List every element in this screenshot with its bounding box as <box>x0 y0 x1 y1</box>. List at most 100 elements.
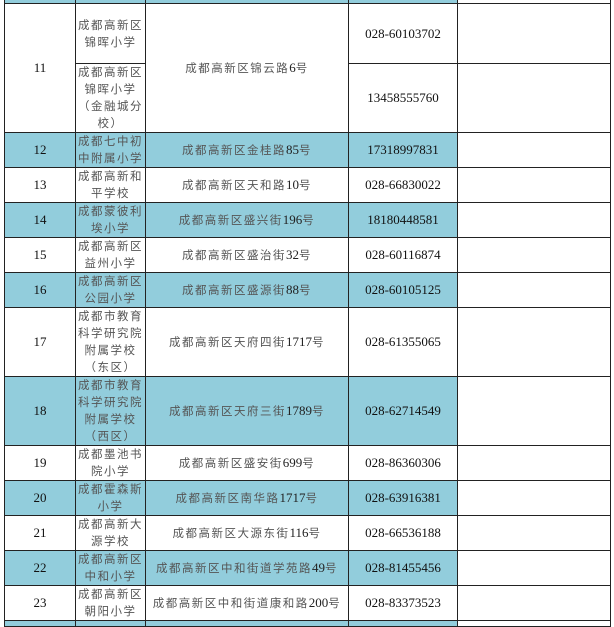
row-number: 23 <box>4 585 76 621</box>
school-phone: 028-83373523 <box>348 585 458 621</box>
school-table: 11 成都高新区锦晖小学 成都高新区锦云路6号 028-60103702 成都高新区锦晖… <box>4 0 611 627</box>
table-row: 12 成都七中初中附属小学 成都高新区金桂路85号 17318997831 <box>4 132 611 168</box>
address-text: 成都高新区盛兴街 <box>178 213 283 227</box>
address-text: 成都高新区中和街道学苑路 <box>156 561 312 575</box>
school-name: 成都墨池书院小学 <box>75 445 146 481</box>
school-address: 成都高新区盛源街88号 <box>145 272 349 308</box>
table-row: 14 成都蒙彼利埃小学 成都高新区盛兴街196号 18180448581 <box>4 202 611 238</box>
row-number: 15 <box>4 237 76 273</box>
row-number: 19 <box>4 445 76 481</box>
school-address: 成都高新区天府四街1717号 <box>145 307 349 377</box>
row-number: 17 <box>4 307 76 377</box>
address-text: 号 <box>325 561 338 575</box>
address-number: 6 <box>289 60 296 75</box>
table-row: 13 成都高新和平学校 成都高新区天和路10号 028-66830022 <box>4 167 611 203</box>
row-number: 16 <box>4 272 76 308</box>
address-number: 1717 <box>286 334 312 349</box>
school-address: 成都高新区盛兴街196号 <box>145 202 349 238</box>
address-text: 号 <box>312 404 325 418</box>
address-number: 49 <box>312 560 325 575</box>
address-text: 成都高新区盛源街 <box>182 283 286 297</box>
school-phone: 17318997831 <box>348 132 458 168</box>
address-text: 成都高新区中和街道康和路 <box>152 596 309 610</box>
address-number: 85 <box>286 142 299 157</box>
school-address: 成都高新区南华路1717号 <box>145 480 349 516</box>
school-name: 成都高新区锦晖小学 <box>75 3 146 64</box>
table-cell <box>457 620 611 627</box>
school-address: 成都高新区天府三街1789号 <box>145 376 349 446</box>
school-phone: 028-62714549 <box>348 376 458 446</box>
table-cell <box>75 620 146 627</box>
address-text: 号 <box>312 335 325 349</box>
row-number: 21 <box>4 515 76 551</box>
school-phone: 028-60103702 <box>348 3 458 64</box>
notes-cell <box>457 445 611 481</box>
school-name: 成都市教育科学研究院附属学校（东区） <box>75 307 146 377</box>
row-number: 22 <box>4 550 76 586</box>
address-number: 1717 <box>279 490 306 505</box>
notes-cell <box>457 167 611 203</box>
table-row: 19 成都墨池书院小学 成都高新区盛安街699号 028-86360306 <box>4 445 611 481</box>
table-row: 22 成都高新区中和小学 成都高新区中和街道学苑路49号 028-81455456 <box>4 550 611 586</box>
table-row: 16 成都高新区公园小学 成都高新区盛源街88号 028-60105125 <box>4 272 611 308</box>
table-row: 21 成都高新大源学校 成都高新区大源东街116号 028-66536188 <box>4 515 611 551</box>
school-address: 成都高新区中和街道康和路200号 <box>145 585 349 621</box>
table-row: 11 成都高新区锦晖小学 成都高新区锦云路6号 028-60103702 <box>4 3 611 133</box>
school-name: 成都市教育科学研究院附属学校（西区） <box>75 376 146 446</box>
address-text: 号 <box>299 283 312 297</box>
address-text: 成都高新区天府三街 <box>169 404 286 418</box>
row-number: 13 <box>4 167 76 203</box>
address-text: 号 <box>299 248 312 262</box>
notes-cell <box>457 480 611 516</box>
notes-cell <box>457 132 611 168</box>
school-name: 成都高新区朝阳小学 <box>75 585 146 621</box>
notes-cell <box>457 307 611 377</box>
school-address: 成都高新区盛安街699号 <box>145 445 349 481</box>
school-phone: 028-66830022 <box>348 167 458 203</box>
table-row: 成都高新区锦晖小学（金融城分校） 13458555760 <box>5 63 611 133</box>
table-cell <box>4 620 76 627</box>
address-number: 10 <box>286 177 299 192</box>
school-phone: 028-61355065 <box>348 307 458 377</box>
address-text: 成都高新区盛治街 <box>182 248 286 262</box>
notes-cell <box>457 376 611 446</box>
school-name: 成都霍森斯小学 <box>75 480 146 516</box>
address-text: 成都高新区大源东街 <box>172 526 290 540</box>
school-address: 成都高新区锦云路6号 <box>145 3 349 133</box>
school-address: 成都高新区盛治街32号 <box>145 237 349 273</box>
row-number: 12 <box>4 132 76 168</box>
notes-cell <box>457 63 611 133</box>
notes-cell <box>457 272 611 308</box>
notes-cell <box>457 585 611 621</box>
row-number: 20 <box>4 480 76 516</box>
school-phone: 028-66536188 <box>348 515 458 551</box>
table-cell <box>348 620 458 627</box>
address-number: 88 <box>286 282 299 297</box>
school-phone: 18180448581 <box>348 202 458 238</box>
notes-cell <box>457 515 611 551</box>
table-row: 23 成都高新区朝阳小学 成都高新区中和街道康和路200号 028-83373523 <box>4 585 611 621</box>
address-text: 成都高新区金桂路 <box>182 143 286 157</box>
address-text: 成都高新区南华路 <box>175 491 280 505</box>
school-name: 成都蒙彼利埃小学 <box>75 202 146 238</box>
school-address: 成都高新区大源东街116号 <box>145 515 349 551</box>
notes-cell <box>457 237 611 273</box>
school-name: 成都高新大源学校 <box>75 515 146 551</box>
school-name: 成都高新区益州小学 <box>75 237 146 273</box>
table-row: 18 成都市教育科学研究院附属学校（西区） 成都高新区天府三街1789号 028-62… <box>4 376 611 446</box>
notes-cell <box>457 202 611 238</box>
address-text: 号 <box>308 526 322 540</box>
address-text: 号 <box>305 491 319 505</box>
table-row: 20 成都霍森斯小学 成都高新区南华路1717号 028-63916381 <box>4 480 611 516</box>
school-address: 成都高新区天和路10号 <box>145 167 349 203</box>
address-number: 196 <box>282 212 303 227</box>
school-phone: 028-81455456 <box>348 550 458 586</box>
address-number: 116 <box>289 525 309 540</box>
school-name: 成都七中初中附属小学 <box>75 132 146 168</box>
notes-cell <box>457 3 611 64</box>
row-number: 18 <box>4 376 76 446</box>
address-text: 号 <box>302 213 316 227</box>
school-name: 成都高新区公园小学 <box>75 272 146 308</box>
address-text: 号 <box>302 456 316 470</box>
address-text: 成都高新区天府四街 <box>169 335 286 349</box>
